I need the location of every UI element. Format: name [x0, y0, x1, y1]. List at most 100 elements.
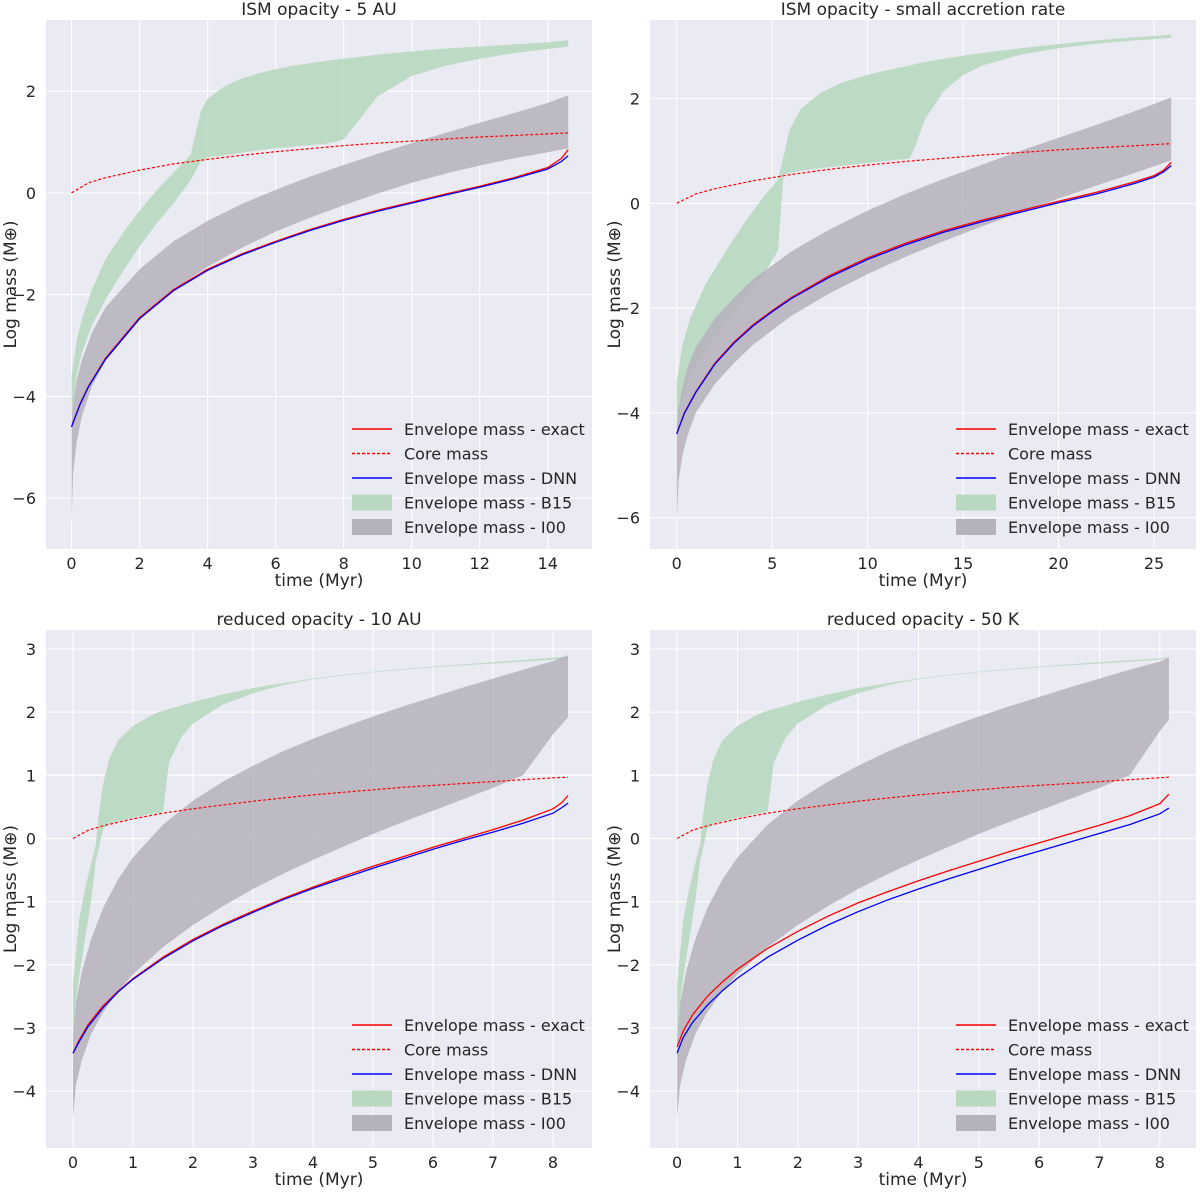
legend-label-b15: Envelope mass - B15 — [1008, 1090, 1176, 1109]
x-tick-label: 2 — [134, 554, 144, 573]
panel-title: ISM opacity - small accretion rate — [781, 0, 1066, 20]
y-tick-label: 3 — [26, 640, 36, 659]
x-tick-label: 8 — [1155, 1153, 1165, 1172]
legend: Envelope mass - exact Core mass Envelope m… — [352, 420, 585, 537]
y-tick-label: 0 — [630, 194, 640, 213]
subplot-4: 0 1 2 3 4 5 6 7 8 −4 −3 −2 −1 0 1 2 3 reduced opacity - 5… — [605, 610, 1196, 1190]
subplot-2: 0 5 10 15 20 25 −6 −4 −2 0 2 ISM opacity - small ac… — [605, 0, 1196, 591]
x-tick-label: 0 — [68, 1153, 78, 1172]
legend-label-i00: Envelope mass - I00 — [1008, 1114, 1170, 1133]
line-envelope-exact — [72, 795, 569, 1054]
line-envelope-dnn — [70, 155, 569, 428]
legend-label-exact: Envelope mass - exact — [404, 420, 585, 439]
legend-swatch-i00 — [956, 519, 996, 535]
x-axis-label: time (Myr) — [275, 571, 364, 591]
line-envelope-dnn — [72, 802, 569, 1054]
band-b15 — [71, 40, 569, 417]
y-tick-label: 1 — [630, 766, 640, 785]
legend-label-exact: Envelope mass - exact — [1008, 420, 1189, 439]
legend-label-dnn: Envelope mass - DNN — [1008, 1065, 1181, 1084]
x-tick-label: 7 — [1094, 1153, 1104, 1172]
line-core-mass — [72, 776, 569, 840]
x-tick-label: 8 — [339, 554, 349, 573]
legend-swatch-i00 — [352, 519, 392, 535]
y-tick-label: −1 — [616, 893, 640, 912]
x-tick-label: 4 — [308, 1153, 318, 1172]
x-tick-label: 6 — [1034, 1153, 1044, 1172]
x-tick-label: 3 — [853, 1153, 863, 1172]
x-axis-label: time (Myr) — [275, 1170, 364, 1190]
y-axis-label: Log mass (M⊕) — [605, 220, 625, 348]
legend-label-dnn: Envelope mass - DNN — [1008, 469, 1181, 488]
band-i00 — [677, 657, 1169, 1117]
panel-title: ISM opacity - 5 AU — [241, 0, 397, 20]
x-tick-label: 0 — [66, 554, 76, 573]
panel-title: reduced opacity - 10 AU — [216, 610, 421, 630]
legend-swatch-b15 — [352, 1090, 392, 1107]
x-tick-label: 0 — [672, 554, 682, 573]
legend-label-core: Core mass — [1008, 1041, 1092, 1060]
legend-label-core: Core mass — [1008, 445, 1092, 464]
x-tick-label: 8 — [548, 1153, 558, 1172]
subplot-1: 0 2 4 6 8 10 12 14 −6 −4 −2 0 2 ISM opacity - 5 AU tim… — [1, 0, 592, 591]
legend-label-exact: Envelope mass - exact — [1008, 1016, 1189, 1035]
y-tick-label: −2 — [616, 956, 640, 975]
band-i00 — [73, 655, 568, 1117]
line-envelope-dnn — [676, 807, 1170, 1054]
legend-label-dnn: Envelope mass - DNN — [404, 1065, 577, 1084]
y-tick-label: −2 — [12, 286, 36, 305]
x-tick-label: 5 — [368, 1153, 378, 1172]
x-tick-label: 10 — [857, 554, 877, 573]
y-tick-label: −2 — [616, 299, 640, 318]
line-envelope-exact — [676, 162, 1172, 435]
y-tick-label: −4 — [12, 1082, 36, 1101]
y-tick-label: −3 — [12, 1019, 36, 1038]
legend-label-i00: Envelope mass - I00 — [1008, 518, 1170, 537]
y-tick-label: 2 — [26, 82, 36, 101]
x-tick-label: 5 — [974, 1153, 984, 1172]
band-b15 — [676, 34, 1172, 429]
legend-label-b15: Envelope mass - B15 — [404, 494, 572, 513]
legend: Envelope mass - exact Core mass Envelope m… — [956, 1016, 1189, 1133]
line-envelope-dnn — [676, 165, 1172, 435]
legend-label-exact: Envelope mass - exact — [404, 1016, 585, 1035]
legend-swatch-b15 — [956, 1090, 996, 1107]
x-axis-label: time (Myr) — [879, 571, 968, 591]
y-tick-label: −1 — [12, 893, 36, 912]
y-tick-label: −3 — [616, 1019, 640, 1038]
subplot-3: 0 1 2 3 4 5 6 7 8 −4 −3 −2 −1 0 1 2 3 reduced opacity - 1… — [1, 610, 592, 1190]
y-tick-label: −4 — [12, 387, 36, 406]
x-tick-label: 2 — [188, 1153, 198, 1172]
legend-label-b15: Envelope mass - B15 — [1008, 494, 1176, 513]
y-tick-label: −6 — [12, 489, 36, 508]
legend: Envelope mass - exact Core mass Envelope m… — [352, 1016, 585, 1133]
x-tick-label: 2 — [793, 1153, 803, 1172]
y-tick-label: 2 — [26, 703, 36, 722]
x-tick-label: 25 — [1144, 554, 1164, 573]
legend-swatch-b15 — [956, 494, 996, 511]
x-tick-label: 1 — [128, 1153, 138, 1172]
y-tick-label: 2 — [630, 90, 640, 109]
legend-label-core: Core mass — [404, 445, 488, 464]
plot-content — [676, 657, 1170, 1117]
legend-label-i00: Envelope mass - I00 — [404, 518, 566, 537]
line-core-mass — [71, 132, 569, 194]
y-tick-label: 3 — [630, 640, 640, 659]
legend: Envelope mass - exact Core mass Envelope m… — [956, 420, 1189, 537]
legend-label-b15: Envelope mass - B15 — [404, 1090, 572, 1109]
line-core-mass — [676, 776, 1169, 840]
y-axis-label: Log mass (M⊕) — [1, 825, 21, 953]
line-core-mass — [676, 143, 1172, 204]
x-tick-label: 20 — [1048, 554, 1068, 573]
x-tick-label: 14 — [538, 554, 558, 573]
y-tick-label: −4 — [616, 1082, 640, 1101]
line-envelope-exact — [676, 793, 1170, 1048]
y-tick-label: −4 — [616, 404, 640, 423]
x-tick-label: 15 — [953, 554, 973, 573]
x-tick-label: 6 — [271, 554, 281, 573]
x-tick-label: 12 — [470, 554, 490, 573]
x-tick-label: 10 — [402, 554, 422, 573]
legend-swatch-i00 — [956, 1115, 996, 1131]
legend-swatch-i00 — [352, 1115, 392, 1131]
